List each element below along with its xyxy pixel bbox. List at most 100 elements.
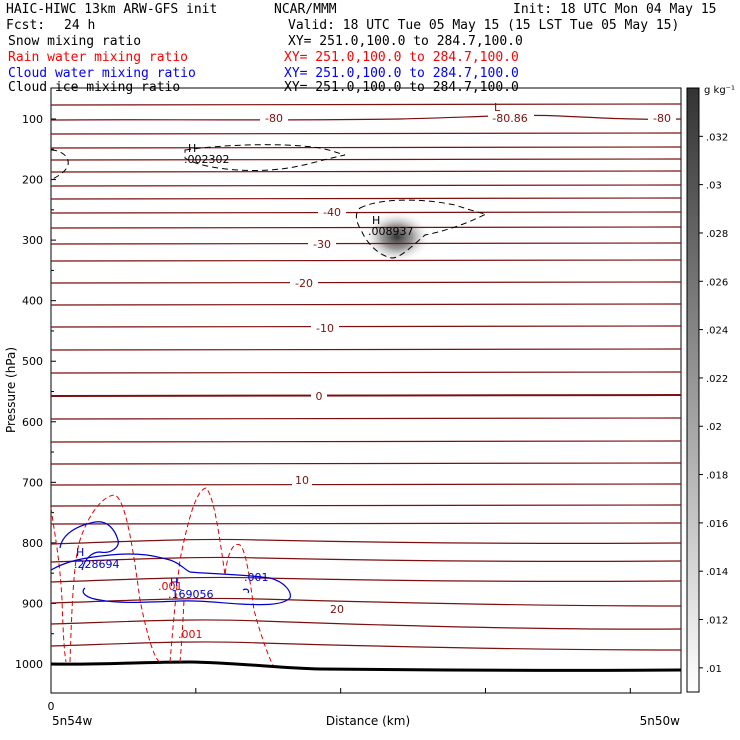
temperature-contour: [50, 170, 682, 173]
temperature-contour: [50, 226, 682, 229]
colorbar-tick-label: .02: [706, 422, 722, 433]
cloud-water-label: .001: [244, 571, 269, 584]
snow-high-marker: H: [372, 214, 380, 227]
colorbar-unit: g kg⁻¹: [704, 85, 735, 96]
temperature-contour: [50, 281, 682, 284]
temperature-contour: [50, 184, 682, 187]
y-tick-label: 800: [22, 537, 43, 550]
field-xy-snow: XY= 251.0,100.0 to 284.7,100.0: [288, 34, 523, 49]
temperature-label: -80: [265, 112, 283, 125]
temperature-contour: [50, 504, 682, 507]
colorbar-tick-label: .014: [706, 567, 728, 578]
y-tick-label: 700: [22, 476, 43, 489]
fcst-label: Fcst:: [6, 18, 46, 33]
init-time: Init: 18 UTC Mon 04 May 15: [513, 2, 717, 17]
rain-contour: [179, 599, 185, 663]
cloud-water-high-marker: H: [170, 576, 178, 589]
ice-high-marker: H: [188, 142, 196, 155]
colorbar-tick-label: .022: [706, 374, 728, 385]
colorbar-tick-label: .01: [706, 664, 722, 675]
temperature-contour: [50, 348, 682, 351]
temperature-contour: [50, 417, 682, 420]
colorbar-tick-label: .03: [706, 181, 722, 192]
rain-contours: [50, 487, 274, 666]
cloud-water-high-value: .169056: [168, 588, 214, 601]
ice-high-value: .002302: [184, 153, 230, 166]
cloud-water-contour: [50, 553, 291, 606]
plot-frame: [50, 87, 682, 694]
temperature-contour: [50, 303, 682, 306]
colorbar-ticks: .01 .012 .014 .016 .018 .02 .022 .024 .026 .028 .0…: [699, 132, 728, 675]
y-tick-label: 600: [22, 416, 43, 429]
cloud-ice-contours: [50, 144, 488, 259]
y-tick-label: 200: [22, 174, 43, 187]
snow-maximum-shading: [363, 211, 431, 263]
snow-high-value: .008937: [368, 225, 414, 238]
y-tick-label: 1000: [15, 658, 43, 671]
x-axis-label: Distance (km): [326, 714, 410, 728]
temperature-contour: [50, 158, 682, 161]
temperature-label: -30: [313, 238, 331, 251]
temperature-contour: [50, 211, 682, 214]
cloud-water-contour: [59, 521, 119, 571]
fcst-value: 24 h: [64, 18, 96, 33]
field-xy-rain: XY= 251.0,100.0 to 284.7,100.0: [284, 50, 519, 65]
colorbar-tick-label: .026: [706, 277, 728, 288]
colorbar: [686, 87, 700, 693]
cloud-water-contour: [242, 588, 250, 594]
temperature-label: 10: [295, 474, 309, 487]
rain-label: .001: [158, 580, 183, 593]
temperature-contour: [50, 483, 682, 486]
ice-contour: [184, 144, 346, 171]
terrain-line: [50, 660, 682, 672]
field-name-rain: Rain water mixing ratio: [8, 50, 189, 65]
x-origin-label: 0: [48, 700, 55, 713]
cloud-water-contours: [50, 521, 291, 606]
temperature-contour: [50, 641, 682, 651]
temperature-contour: [50, 394, 682, 397]
temperature-label: -80: [653, 112, 671, 125]
temperature-contour: [50, 440, 682, 443]
rain-contour: [50, 507, 67, 663]
temperature-contour: [50, 462, 682, 465]
ice-contour: [50, 149, 69, 181]
extrema-markers: H .002302 H .008937 L H .228694 H .16905…: [74, 101, 501, 641]
temperature-low-marker: L: [494, 101, 501, 114]
temperature-contour: [50, 197, 682, 200]
temperature-label: 20: [330, 603, 344, 616]
rain-contour: [169, 487, 274, 666]
field-xy-cloud-water: XY= 251.0,100.0 to 284.7,100.0: [284, 66, 519, 81]
temperature-contour: [50, 597, 682, 607]
ice-contour: [355, 199, 488, 259]
rain-label: .001: [178, 628, 203, 641]
valid-time: Valid: 18 UTC Tue 05 May 15 (15 LST Tue …: [288, 18, 680, 33]
y-tick-label: 400: [22, 295, 43, 308]
temperature-contour: [50, 103, 682, 106]
colorbar-tick-label: .018: [706, 471, 728, 482]
temperature-contour: [50, 538, 682, 545]
y-tick-label: 900: [22, 597, 43, 610]
temperature-contour: [50, 242, 682, 245]
temperature-extreme-value: -80.86: [492, 112, 527, 125]
y-tick-label: 300: [22, 234, 43, 247]
rain-contour: [69, 494, 161, 663]
temperature-contour: [50, 619, 682, 630]
temperature-label: -10: [316, 322, 334, 335]
temperature-contour: [50, 114, 682, 121]
x-axis: [50, 688, 631, 693]
y-axis: 100 200 300 400 500 600 700 800 900 1000: [15, 113, 56, 671]
colorbar-tick-label: .016: [706, 519, 728, 530]
temperature-contour: [50, 556, 682, 563]
temperature-contour: [50, 146, 682, 149]
temperature-contour: [50, 522, 682, 525]
colorbar-tick-label: .024: [706, 326, 728, 337]
temperature-label: -20: [295, 277, 313, 290]
temperature-label: -40: [323, 206, 341, 219]
field-name-cloud-water: Cloud water mixing ratio: [8, 66, 196, 81]
cloud-water-high-value: .228694: [74, 558, 120, 571]
x-start-label: 5n54w: [52, 714, 93, 728]
temperature-contour: [50, 576, 682, 583]
center-label: NCAR/MMM: [274, 2, 337, 17]
field-name-snow: Snow mixing ratio: [8, 34, 142, 49]
